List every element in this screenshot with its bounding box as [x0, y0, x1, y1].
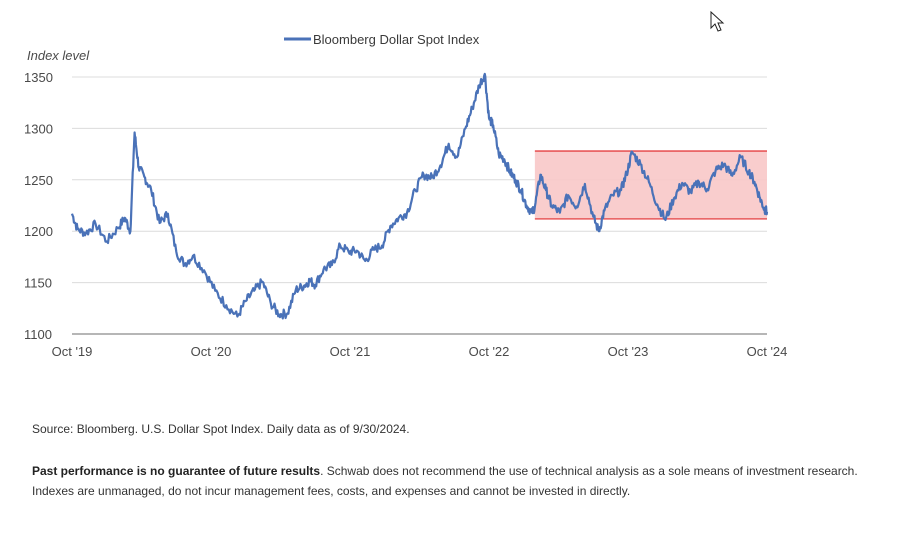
x-tick-label: Oct '24	[747, 344, 788, 359]
y-tick-label: 1350	[24, 70, 53, 85]
y-axis-title: Index level	[27, 48, 90, 63]
x-tick-label: Oct '21	[330, 344, 371, 359]
y-tick-label: 1150	[24, 276, 52, 291]
y-tick-label: 1250	[24, 173, 53, 188]
x-tick-label: Oct '19	[52, 344, 93, 359]
disclaimer-text: . Schwab does not recommend the use of t…	[32, 464, 858, 498]
x-axis-ticks: Oct '19 Oct '20 Oct '21 Oct '22 Oct '23 Oct '…	[52, 344, 788, 359]
series-line-dollar-index	[70, 72, 769, 320]
x-tick-label: Oct '22	[469, 344, 510, 359]
y-axis-ticks: 1100 1150 1200 1250 1300 1350	[24, 70, 53, 342]
disclaimer: Past performance is no guarantee of futu…	[32, 461, 892, 501]
mouse-cursor-icon	[710, 11, 725, 32]
x-tick-label: Oct '23	[608, 344, 649, 359]
y-tick-label: 1200	[24, 224, 53, 239]
source-note: Source: Bloomberg. U.S. Dollar Spot Inde…	[32, 422, 410, 436]
disclaimer-bold: Past performance is no guarantee of futu…	[32, 464, 321, 478]
legend-label: Bloomberg Dollar Spot Index	[313, 32, 480, 47]
y-tick-label: 1300	[24, 121, 53, 136]
y-tick-label: 1100	[24, 327, 52, 342]
x-tick-label: Oct '20	[191, 344, 232, 359]
